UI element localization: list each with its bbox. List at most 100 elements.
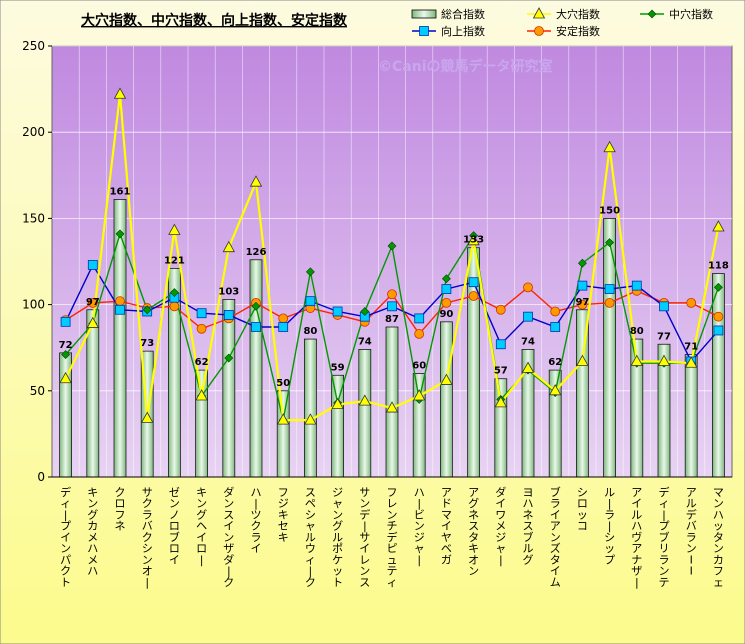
series-point <box>113 87 127 99</box>
series-point <box>331 397 344 409</box>
series-point <box>115 296 125 307</box>
category-label: ブライアンズタイム <box>550 485 561 589</box>
series-point <box>223 310 234 320</box>
bar <box>249 259 263 478</box>
series-point <box>604 284 615 294</box>
bar <box>494 378 508 478</box>
legend-marker <box>534 26 544 36</box>
series-point <box>550 322 561 332</box>
category-label: アルデバラン I I <box>686 486 697 578</box>
category-label: ダイワメジャ| <box>495 485 506 566</box>
series-point <box>60 316 71 327</box>
series-point <box>277 413 290 425</box>
legend-marker <box>647 9 657 19</box>
series-point <box>577 280 588 291</box>
bar-value-label: 71 <box>684 342 698 353</box>
bar-value-label: 150 <box>599 205 620 216</box>
series-point <box>495 304 506 315</box>
series-point <box>86 316 99 328</box>
series-point <box>168 223 181 235</box>
series-point <box>713 311 724 322</box>
series-point <box>87 260 98 270</box>
series-point <box>196 308 207 319</box>
series-point <box>603 140 616 153</box>
series-point <box>115 304 125 315</box>
y-tick-label: 200 <box>22 125 45 139</box>
bar-value-label: 161 <box>110 186 131 197</box>
bar <box>195 369 209 478</box>
series-point <box>278 313 289 324</box>
bar-value-label: 133 <box>463 235 484 246</box>
bar-value-label: 126 <box>246 247 267 258</box>
series-point <box>87 297 98 308</box>
bar <box>439 321 453 478</box>
bar-value-label: 80 <box>630 326 644 337</box>
bar <box>358 349 372 478</box>
category-label: フジキセキ <box>278 486 289 544</box>
category-label: シロッコ <box>577 486 588 533</box>
series-point <box>249 175 263 187</box>
bar-value-label: 103 <box>218 286 239 297</box>
bar-value-label: 57 <box>494 366 508 377</box>
series-point <box>657 354 671 366</box>
bar <box>684 354 698 478</box>
category-label: キングヘイロ| <box>196 486 207 566</box>
bar-value-label: 74 <box>358 336 372 347</box>
series-point <box>494 396 507 408</box>
bar-value-label: 73 <box>140 338 154 349</box>
legend-marker <box>532 7 546 19</box>
series-point <box>142 305 152 315</box>
series-point <box>305 296 316 307</box>
series-point <box>305 267 315 277</box>
series-point <box>631 280 642 291</box>
series-point <box>278 322 289 332</box>
bar <box>222 299 236 478</box>
y-tick-label: 100 <box>22 298 45 312</box>
series-point <box>358 394 371 406</box>
bar-value-label: 97 <box>575 297 589 308</box>
legend-label: 中穴指数 <box>669 7 713 21</box>
legend-swatch-bar <box>411 9 437 19</box>
series-point <box>387 301 397 312</box>
series-point <box>441 297 452 308</box>
y-tick-label: 50 <box>30 384 45 398</box>
bar-value-label: 97 <box>86 297 100 308</box>
y-tick-label: 0 <box>37 470 45 484</box>
series-point <box>387 289 397 300</box>
series-point <box>604 297 615 308</box>
series-point <box>549 383 562 396</box>
series-point <box>605 238 615 247</box>
bar-value-label: 74 <box>521 336 535 347</box>
category-label: クロフネ <box>115 486 126 533</box>
category-label: ジャングルポケット <box>332 486 343 589</box>
y-tick-label: 150 <box>22 211 45 225</box>
series-point <box>577 258 587 268</box>
series-point <box>686 297 697 308</box>
bar <box>603 217 616 478</box>
category-label: サンデ|サイレンス <box>359 486 370 589</box>
series-point <box>495 339 506 350</box>
category-label: ディ|プブリランテ <box>659 485 670 589</box>
bar-value-label: 50 <box>276 378 290 389</box>
category-label: ディ|プインパクト <box>60 485 71 589</box>
series-point <box>523 311 533 322</box>
bar-value-label: 59 <box>331 362 345 373</box>
bar-value-label: 62 <box>548 357 562 368</box>
series-point <box>360 307 370 316</box>
series-point <box>414 313 425 324</box>
series-point <box>169 288 179 297</box>
bar <box>412 373 426 478</box>
category-label: ル|ラ|シップ <box>604 486 615 566</box>
series-point <box>630 354 643 366</box>
series-point <box>467 233 480 246</box>
category-label: ハ|ビンジャ| <box>414 486 425 566</box>
bar-value-label: 90 <box>439 309 453 320</box>
series-point <box>576 354 589 366</box>
watermark-text: ©Caniの競馬データ研究室 <box>378 58 553 75</box>
series-point <box>521 361 535 373</box>
bar <box>86 309 100 478</box>
bar <box>113 199 127 478</box>
series-point <box>468 291 479 301</box>
